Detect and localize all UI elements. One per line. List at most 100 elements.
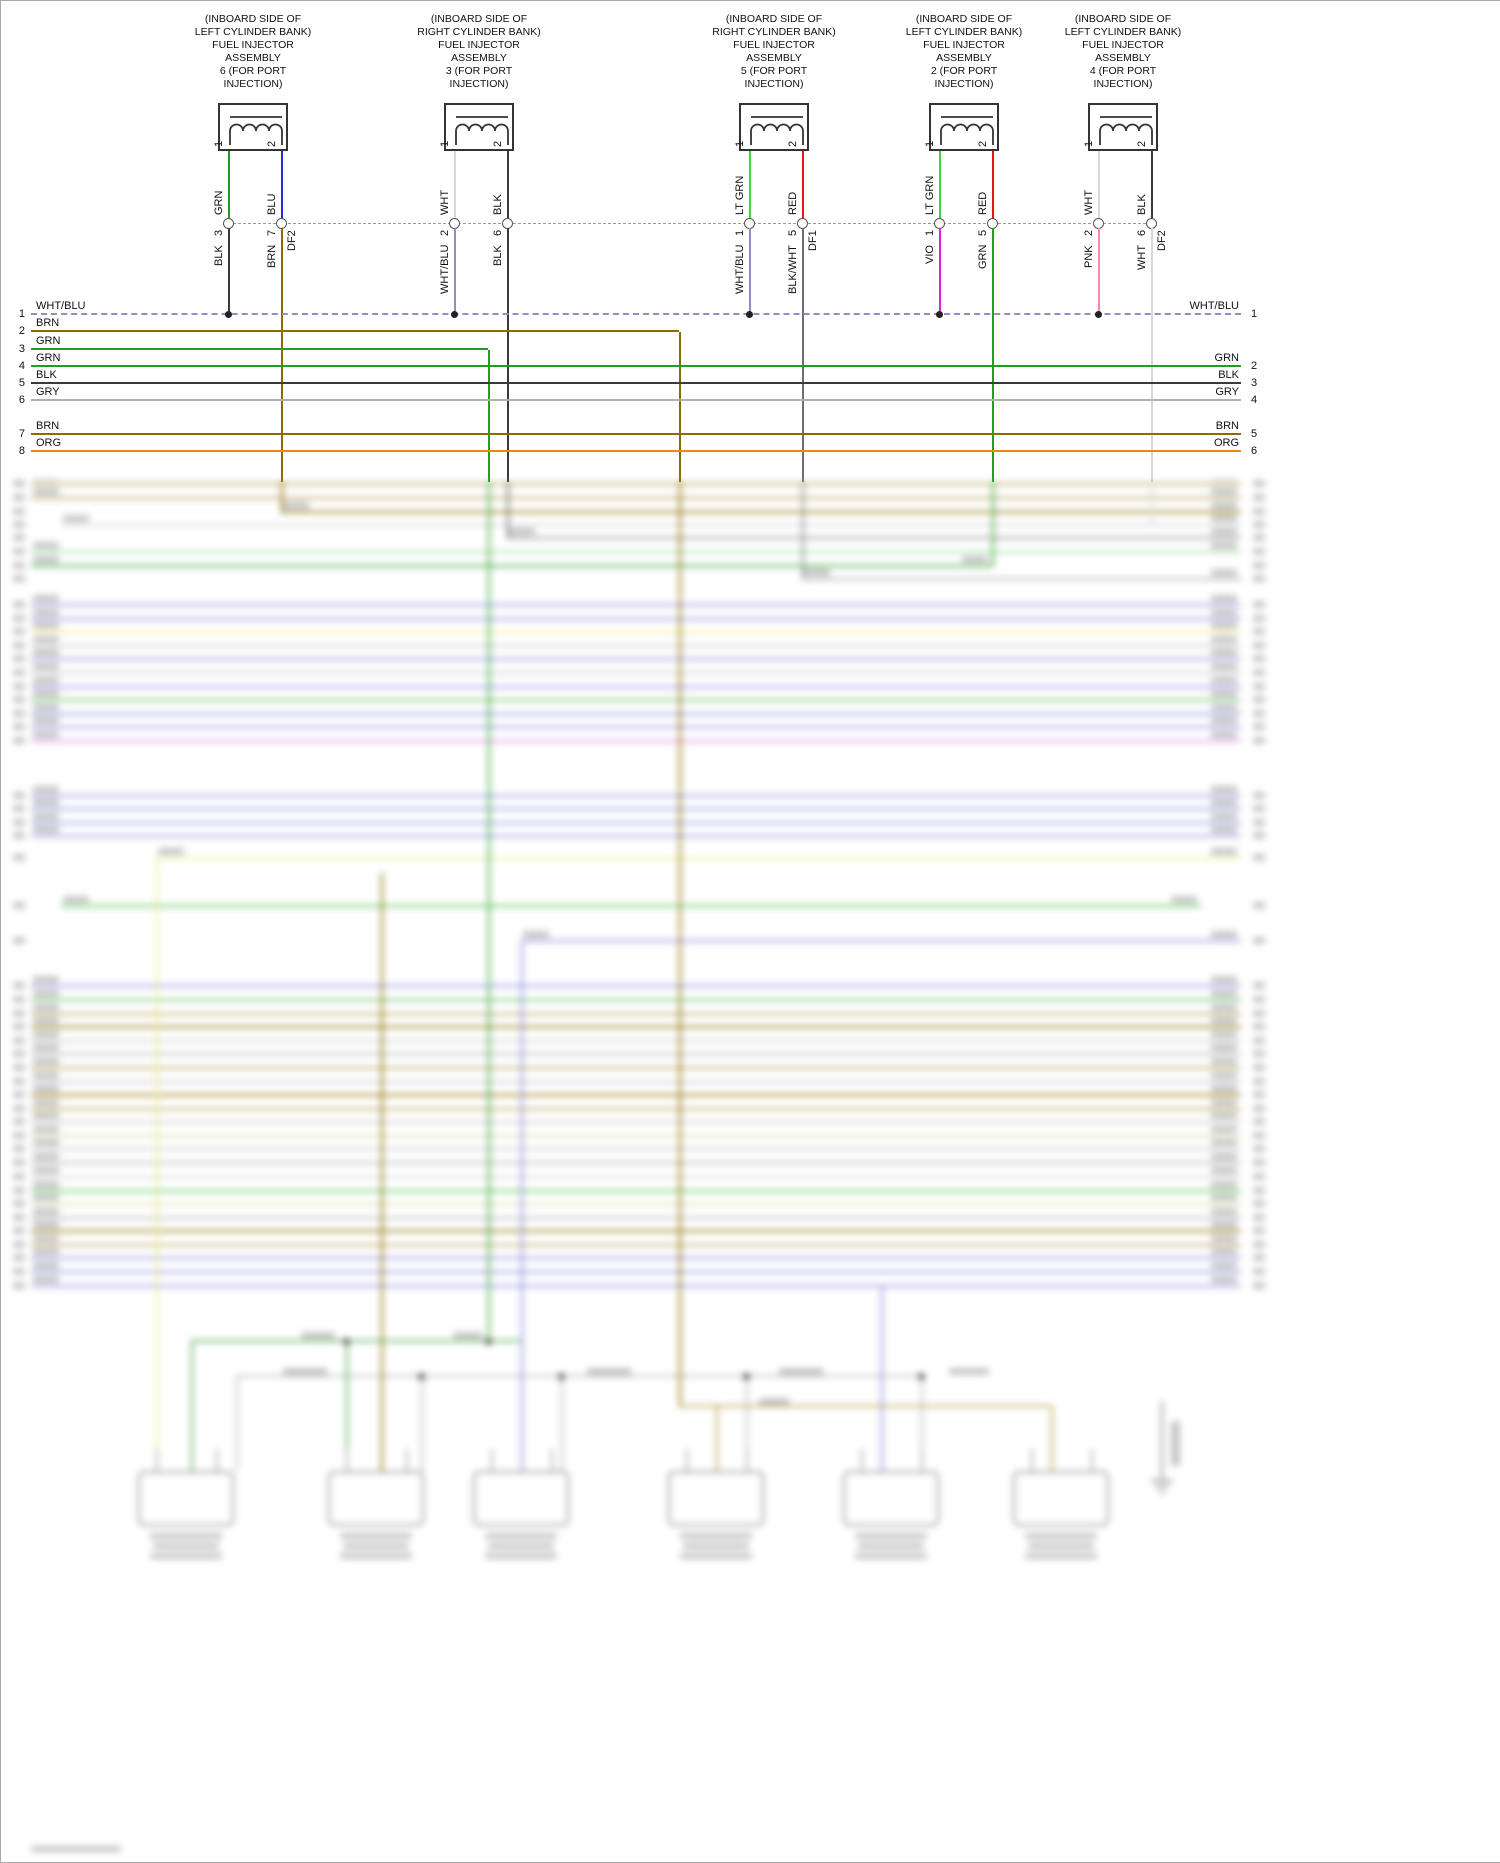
blur-text: [33, 1112, 59, 1119]
blur-text: [13, 1173, 25, 1180]
blur-text: [33, 799, 59, 806]
blur-text: [1211, 1099, 1237, 1106]
blur-text: [1211, 690, 1237, 697]
blur-text: [1253, 1132, 1265, 1139]
wire-color-label: BLU: [266, 193, 278, 215]
blur-text: [13, 1037, 25, 1044]
blur-wire-h: [31, 483, 1241, 485]
blur-text: [33, 1031, 59, 1038]
blur-text: [33, 786, 59, 793]
blur-text: [1253, 508, 1265, 515]
blur-wire-v: [381, 873, 383, 1471]
blur-text: [1211, 528, 1237, 535]
blur-text: [962, 556, 988, 563]
blur-text: [485, 1553, 557, 1559]
blur-wire-h: [31, 1257, 1241, 1259]
blur-text: [1211, 1262, 1237, 1269]
bus-left-pin: 4: [18, 360, 25, 372]
blur-connector-pin: [406, 1449, 408, 1471]
wire-red: [992, 151, 994, 219]
wire-color-label: RED: [977, 191, 989, 215]
blur-text: [1253, 1214, 1265, 1221]
fuel-injector-6-label: (INBOARD SIDE OF LEFT CYLINDER BANK) FUE…: [194, 13, 312, 90]
blur-text: [33, 636, 59, 643]
blur-text: [1211, 609, 1237, 616]
blur-text: [1253, 655, 1265, 662]
blur-wire-h: [61, 524, 1241, 526]
pin-number: 2: [439, 230, 451, 237]
junction-dot: [1095, 311, 1102, 318]
blur-wire-h: [31, 1121, 1241, 1123]
wire-blu: [281, 151, 283, 219]
blur-text: [453, 1332, 483, 1339]
blur-wire-h: [31, 1026, 1241, 1028]
blur-text: [1025, 1553, 1097, 1559]
blur-text: [858, 1543, 924, 1549]
wire-grn-drop: [488, 350, 490, 482]
blur-text: [1211, 1221, 1237, 1228]
blur-text: [63, 515, 89, 522]
blur-text: [509, 528, 535, 535]
blur-junction-dot: [418, 1373, 425, 1380]
blur-wire-v: [507, 481, 509, 538]
blur-wire-h: [31, 686, 1241, 688]
blur-text: [13, 1241, 25, 1248]
blur-text: [1253, 521, 1265, 528]
blur-text: [13, 669, 25, 676]
blur-connector-box: [668, 1471, 764, 1526]
wire-color-label: BLK: [213, 245, 225, 266]
blur-text: [1253, 1159, 1265, 1166]
wire-wht: [1098, 151, 1100, 219]
blur-text: [1211, 636, 1237, 643]
pin-number: 2: [977, 141, 989, 148]
bus-row-brn: [31, 330, 679, 332]
blur-text: [1211, 1248, 1237, 1255]
blur-wire-v: [488, 481, 490, 1342]
blur-text: [13, 696, 25, 703]
blur-text: [13, 792, 25, 799]
wire-vio: [939, 228, 941, 315]
blur-text: [33, 813, 59, 820]
bus-right-pin: 6: [1251, 445, 1258, 457]
blur-text: [1253, 902, 1265, 909]
blur-text: [1253, 601, 1265, 608]
blur-wire-h: [31, 631, 1241, 633]
coil-icon: [940, 116, 994, 145]
blur-text: [33, 542, 59, 549]
blur-text: [13, 1023, 25, 1030]
blur-text: [33, 1221, 59, 1228]
junction-dot: [225, 311, 232, 318]
blur-wire-h: [31, 713, 1241, 715]
blur-wire-h: [521, 940, 1241, 942]
blur-text: [33, 1167, 59, 1174]
blur-connector-pin: [1091, 1449, 1093, 1471]
blur-text: [283, 1368, 327, 1375]
blur-wire-h: [31, 999, 1241, 1001]
wire-blk: [507, 151, 509, 219]
blur-wire-h: [31, 1230, 1241, 1232]
blur-text: [1028, 1543, 1094, 1549]
injector-coil-symbol: [218, 103, 288, 151]
blur-text: [1253, 832, 1265, 839]
bus-right-pin: 3: [1251, 377, 1258, 389]
pin-number: 1: [213, 141, 225, 148]
blur-wire-h: [31, 835, 1241, 837]
injector-coil-symbol: [739, 103, 809, 151]
blur-text: [1211, 1058, 1237, 1065]
blur-text: [13, 508, 25, 515]
blur-text: [1253, 710, 1265, 717]
bus-row-blk: [31, 382, 1241, 384]
blur-text: [33, 1058, 59, 1065]
wire-color-label: BRN: [266, 245, 278, 269]
blur-text: [1253, 1118, 1265, 1125]
blur-text: [1253, 937, 1265, 944]
blur-text: [1211, 1276, 1237, 1283]
wire-brn: [281, 228, 283, 482]
blur-wire-v: [561, 1376, 563, 1471]
blur-text: [33, 1181, 59, 1188]
blur-text: [1253, 854, 1265, 861]
wire-color-label: WHT/BLU: [439, 245, 451, 295]
blur-text: [1253, 1282, 1265, 1289]
blur-wire-v: [679, 481, 681, 1407]
blur-text: [1253, 1268, 1265, 1275]
